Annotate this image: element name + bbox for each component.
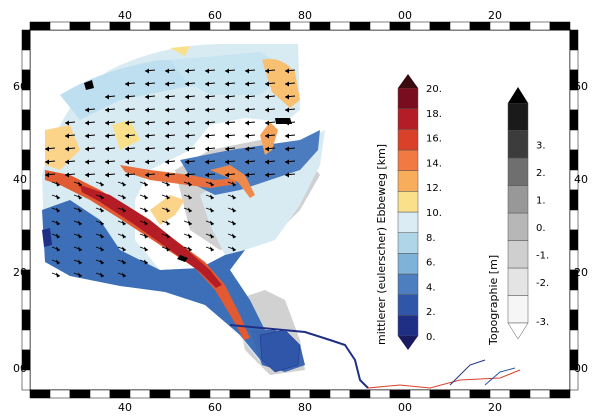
- x-tick-label-top: 00: [398, 9, 412, 22]
- frame-checker-border: [21, 21, 579, 399]
- colorbar-ebbeweg-segment: [397, 191, 419, 213]
- colorbar-topographie-segment: [507, 157, 529, 186]
- colorbar-ebbeweg-tick: 16.: [426, 134, 442, 145]
- colorbar-ebbeweg-tick: 10.: [426, 208, 442, 219]
- colorbar-topographie-segment: [507, 240, 529, 269]
- colorbar-topographie-tick: 2.: [536, 168, 546, 179]
- y-tick-label-right: 00: [574, 362, 588, 375]
- colorbar-ebbeweg-tick: 4.: [426, 282, 436, 293]
- x-tick-label-bottom: 20: [488, 401, 502, 414]
- colorbar-ebbeweg-extend-high: [398, 74, 418, 88]
- colorbar-ebbeweg-tick: 18.: [426, 109, 442, 120]
- colorbar-topographie-tick: -3.: [536, 317, 549, 328]
- colorbar-topographie-extend-high: [508, 87, 528, 103]
- model-domain: [42, 44, 521, 389]
- colorbar-topographie-segment: [507, 295, 529, 324]
- colorbar-topographie-label: Topographie [m]: [487, 255, 500, 346]
- colorbar-topographie-segment: [507, 185, 529, 214]
- x-tick-label-top: 40: [118, 9, 132, 22]
- colorbar-topographie-tick: -1.: [536, 250, 549, 261]
- colorbar-ebbeweg-segment: [397, 294, 419, 316]
- colorbar-topographie-tick: 0.: [536, 223, 546, 234]
- colorbar-topographie-segment: [507, 212, 529, 241]
- colorbar-ebbeweg-tick: 0.: [426, 332, 436, 343]
- y-tick-label-right: 60: [574, 80, 588, 93]
- x-tick-label-top: 80: [298, 9, 312, 22]
- x-tick-label-top: 60: [208, 9, 222, 22]
- colorbar-ebbeweg-tick: 6.: [426, 258, 436, 269]
- y-tick-label-right: 20: [574, 266, 588, 279]
- colorbar-ebbeweg-segment: [397, 149, 419, 171]
- colorbar-ebbeweg-tick: 12.: [426, 183, 442, 194]
- axis-tick-labels: 40 40 60 60 80 80 00 00 20 20 60 60 40 40 20 20 00 00: [13, 9, 588, 414]
- y-tick-label-left: 00: [13, 362, 27, 375]
- colorbar-ebbeweg-segment: [397, 87, 419, 109]
- colorbar-ebbeweg-tick: 20.: [426, 84, 442, 95]
- colorbar-topographie-tick: 3.: [536, 140, 546, 151]
- colorbar-ebbeweg-segment: [397, 108, 419, 130]
- colorbar-topographie: -3. -2. -1. 0. 1. 2. 3.: [507, 87, 549, 340]
- colorbar-topographie-tick: -2.: [536, 278, 549, 289]
- x-tick-label-top: 20: [488, 9, 502, 22]
- y-tick-label-right: 40: [574, 173, 588, 186]
- colorbar-topographie-tick: 1.: [536, 195, 546, 206]
- x-tick-label-bottom: 00: [398, 401, 412, 414]
- y-tick-label-left: 20: [13, 266, 27, 279]
- colorbar-ebbeweg-segment: [397, 129, 419, 151]
- colorbar-ebbeweg-label: mittlerer (eulerscher) Ebbeweg [km]: [375, 144, 388, 345]
- colorbar-ebbeweg-segment: [397, 253, 419, 275]
- y-tick-label-left: 40: [13, 173, 27, 186]
- colorbar-topographie-extend-low: [507, 322, 529, 340]
- colorbar-topographie-segment: [507, 267, 529, 296]
- colorbar-ebbeweg-extend-low: [398, 336, 418, 350]
- colorbar-ebbeweg-tick: 14.: [426, 158, 442, 169]
- colorbar-topographie-segment: [507, 130, 529, 159]
- colorbar-ebbeweg-tick: 8.: [426, 233, 436, 244]
- y-tick-label-left: 60: [13, 80, 27, 93]
- x-tick-label-bottom: 80: [298, 401, 312, 414]
- colorbar-topographie-segment: [507, 102, 529, 131]
- colorbar-ebbeweg-segment: [397, 232, 419, 254]
- colorbar-ebbeweg-segment: [397, 170, 419, 192]
- colorbar-ebbeweg-segment: [397, 315, 419, 337]
- colorbar-ebbeweg-tick: 2.: [426, 307, 436, 318]
- x-tick-label-bottom: 60: [208, 401, 222, 414]
- colorbar-ebbeweg-segment: [397, 273, 419, 295]
- colorbar-ebbeweg: 0. 2. 4. 6. 8. 10. 12. 14. 16. 18. 20.: [397, 74, 442, 350]
- colorbar-ebbeweg-segment: [397, 211, 419, 233]
- x-tick-label-bottom: 40: [118, 401, 132, 414]
- current-vectors: [44, 68, 296, 278]
